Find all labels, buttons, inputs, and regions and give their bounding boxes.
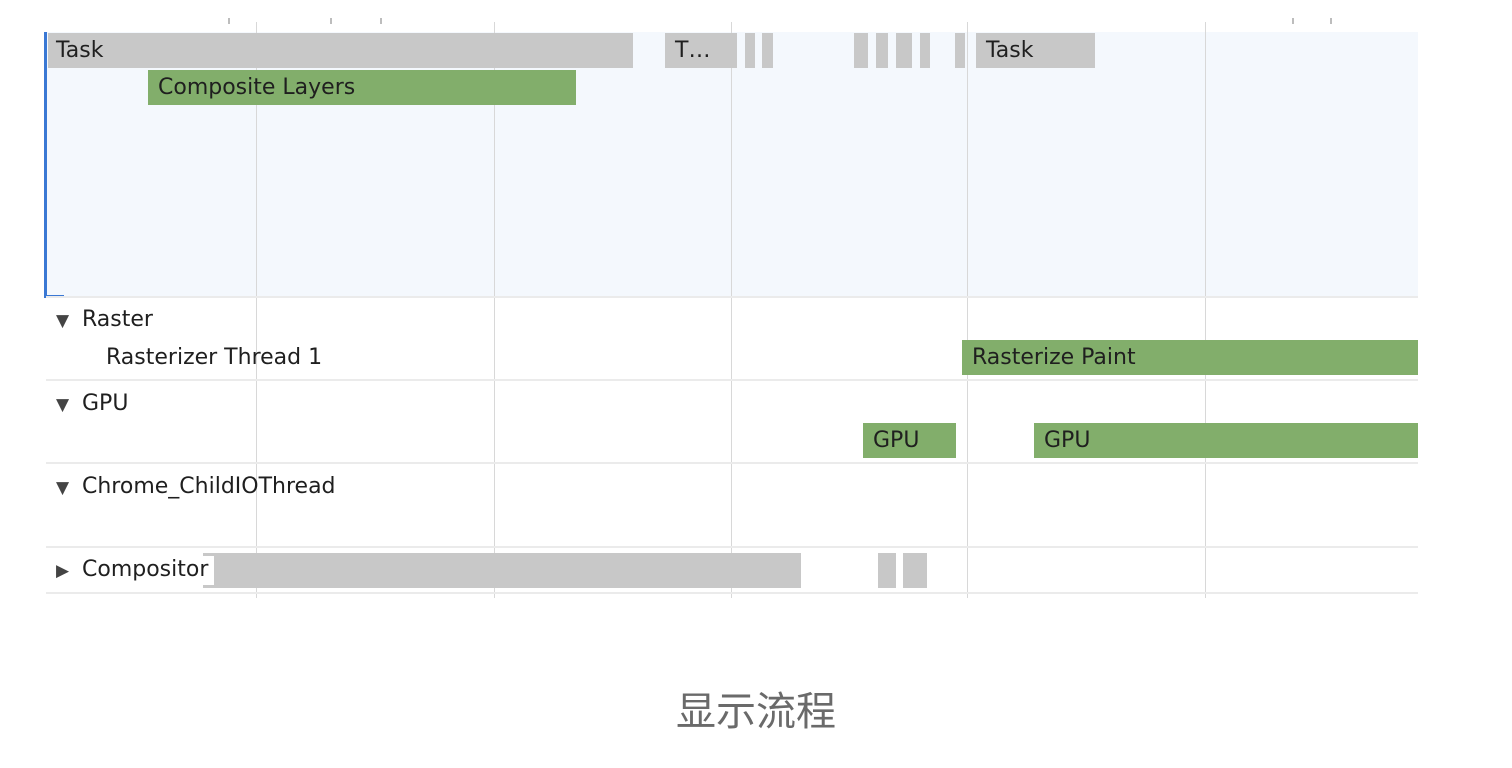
task-bar-small[interactable] bbox=[896, 33, 912, 68]
figure-caption: 显示流程 bbox=[0, 684, 1512, 740]
time-gridline bbox=[731, 22, 732, 598]
track-divider bbox=[46, 296, 1418, 298]
compositor-track-header[interactable]: ▶ Compositor bbox=[56, 556, 214, 585]
time-gridline bbox=[1205, 22, 1206, 598]
track-divider bbox=[46, 546, 1418, 548]
compositor-task-bar[interactable] bbox=[203, 553, 801, 588]
gpu-track-header[interactable]: ▼ GPU bbox=[56, 390, 128, 419]
time-gridline bbox=[256, 22, 257, 598]
task-bar-small[interactable] bbox=[762, 33, 773, 68]
selection-bracket bbox=[44, 32, 64, 298]
collapse-triangle-icon[interactable]: ▶ bbox=[56, 557, 82, 585]
ruler-tick bbox=[228, 18, 230, 24]
gpu-bar[interactable]: GPU bbox=[1034, 423, 1418, 458]
io-thread-track-title: Chrome_ChildIOThread bbox=[82, 474, 336, 499]
ruler-tick bbox=[1330, 18, 1332, 24]
task-bar-small[interactable] bbox=[955, 33, 965, 68]
composite-layers-bar[interactable]: Composite Layers bbox=[148, 70, 576, 105]
ruler-tick bbox=[330, 18, 332, 24]
gpu-bar[interactable]: GPU bbox=[863, 423, 956, 458]
task-bar-small[interactable] bbox=[854, 33, 868, 68]
time-gridline bbox=[967, 22, 968, 598]
track-divider bbox=[46, 379, 1418, 381]
rasterizer-thread-label: Rasterizer Thread 1 bbox=[106, 344, 322, 372]
task-bar[interactable]: T… bbox=[665, 33, 737, 68]
time-gridline bbox=[494, 22, 495, 598]
raster-track-header[interactable]: ▼ Raster bbox=[56, 306, 153, 335]
io-thread-track-header[interactable]: ▼ Chrome_ChildIOThread bbox=[56, 473, 336, 502]
compositor-task-bar-small[interactable] bbox=[903, 553, 927, 588]
task-bar-small[interactable] bbox=[745, 33, 755, 68]
task-bar[interactable]: Task bbox=[48, 33, 633, 68]
compositor-track-title: Compositor bbox=[82, 557, 208, 582]
expand-triangle-icon[interactable]: ▼ bbox=[56, 474, 82, 502]
task-bar-small[interactable] bbox=[920, 33, 930, 68]
task-bar-small[interactable] bbox=[876, 33, 888, 68]
expand-triangle-icon[interactable]: ▼ bbox=[56, 391, 82, 419]
track-divider bbox=[46, 592, 1418, 594]
performance-flame-chart: Task T… Task Composite Layers ▼ Raster Ra… bbox=[0, 0, 1512, 620]
task-bar[interactable]: Task bbox=[976, 33, 1095, 68]
ruler-tick bbox=[380, 18, 382, 24]
compositor-task-bar-small[interactable] bbox=[878, 553, 896, 588]
raster-track-title: Raster bbox=[82, 307, 153, 332]
track-divider bbox=[46, 462, 1418, 464]
ruler-tick bbox=[1292, 18, 1294, 24]
gpu-track-title: GPU bbox=[82, 391, 128, 416]
expand-triangle-icon[interactable]: ▼ bbox=[56, 307, 82, 335]
rasterize-paint-bar[interactable]: Rasterize Paint bbox=[962, 340, 1418, 375]
